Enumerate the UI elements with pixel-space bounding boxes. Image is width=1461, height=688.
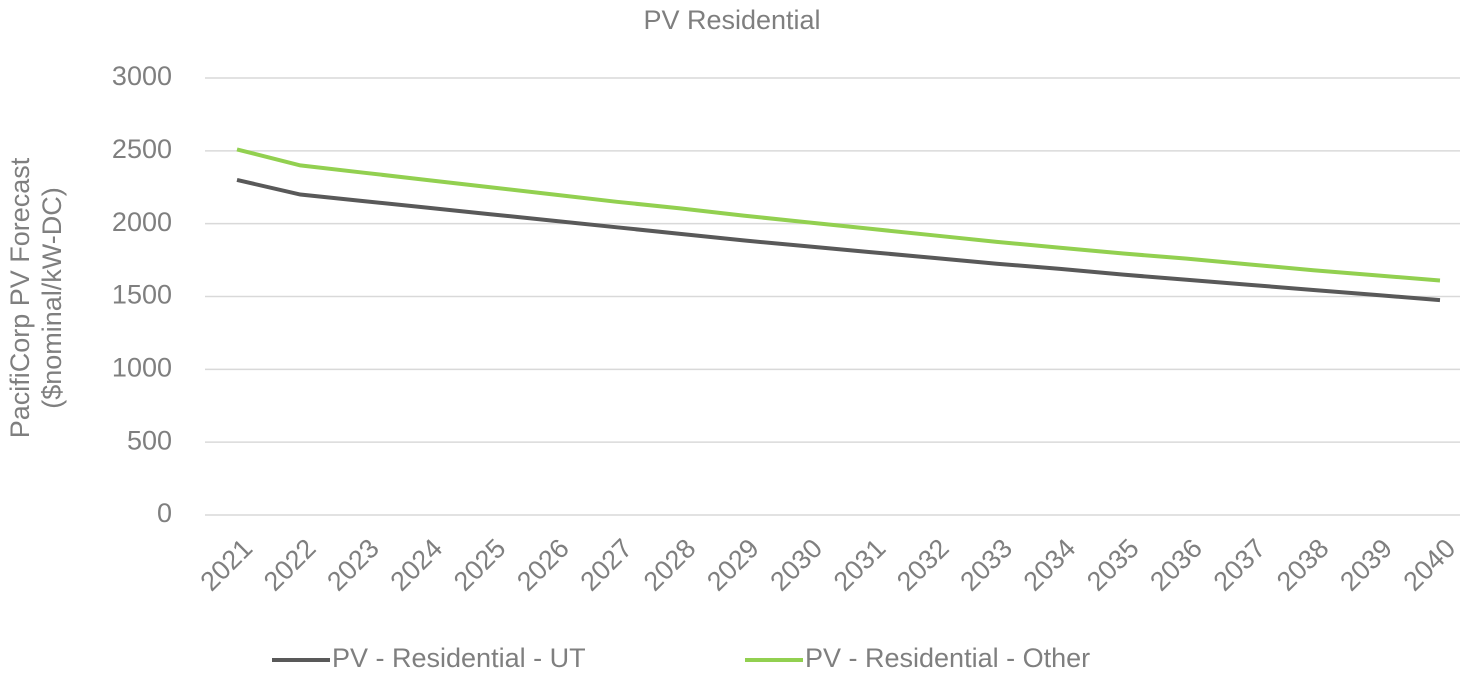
y-tick-label: 3000 [112, 61, 172, 91]
x-tick: 2024 [385, 533, 449, 597]
x-tick-label: 2034 [1018, 533, 1082, 597]
y-tick-label: 1500 [112, 280, 172, 310]
y-tick-label: 2500 [112, 134, 172, 164]
x-tick: 2034 [1018, 533, 1082, 597]
x-tick: 2035 [1081, 533, 1145, 597]
x-tick: 2036 [1144, 533, 1208, 597]
x-tick: 2030 [764, 533, 828, 597]
y-tick-label: 500 [127, 425, 172, 455]
x-tick-label: 2027 [574, 533, 638, 597]
x-tick: 2033 [954, 533, 1018, 597]
x-tick: 2022 [258, 533, 322, 597]
y-tick-label: 0 [157, 498, 172, 528]
x-tick: 2032 [891, 533, 955, 597]
x-tick-label: 2035 [1081, 533, 1145, 597]
x-tick: 2040 [1398, 533, 1461, 597]
x-tick: 2027 [574, 533, 638, 597]
y-axis-title: PacifiCorp PV Forecast ($nominal/kW-DC) [5, 157, 67, 438]
x-tick-label: 2032 [891, 533, 955, 597]
x-tick: 2028 [638, 533, 702, 597]
y-tick-label: 2000 [112, 207, 172, 237]
x-tick: 2029 [701, 533, 765, 597]
x-tick-label: 2029 [701, 533, 765, 597]
x-tick: 2023 [321, 533, 385, 597]
x-tick-label: 2024 [385, 533, 449, 597]
x-tick-label: 2033 [954, 533, 1018, 597]
x-tick-label: 2039 [1334, 533, 1398, 597]
x-tick: 2031 [828, 533, 892, 597]
x-tick-label: 2022 [258, 533, 322, 597]
x-tick-label: 2031 [828, 533, 892, 597]
x-tick: 2021 [195, 533, 259, 597]
x-tick: 2039 [1334, 533, 1398, 597]
x-tick-label: 2026 [511, 533, 575, 597]
x-tick: 2038 [1271, 533, 1335, 597]
x-tick: 2037 [1208, 533, 1272, 597]
x-tick: 2026 [511, 533, 575, 597]
x-tick-label: 2040 [1398, 533, 1461, 597]
x-tick-label: 2030 [764, 533, 828, 597]
legend-label: PV - Residential - Other [805, 643, 1090, 673]
x-tick-label: 2037 [1208, 533, 1272, 597]
y-tick-label: 1000 [112, 352, 172, 382]
x-tick-label: 2021 [195, 533, 259, 597]
x-tick-label: 2036 [1144, 533, 1208, 597]
x-tick-label: 2023 [321, 533, 385, 597]
chart-title: PV Residential [643, 5, 820, 35]
x-tick: 2025 [448, 533, 512, 597]
legend-label: PV - Residential - UT [332, 643, 586, 673]
y-axis-title-line: PacifiCorp PV Forecast [5, 157, 35, 438]
x-tick-label: 2025 [448, 533, 512, 597]
series-line [236, 178, 1441, 303]
x-tick-label: 2038 [1271, 533, 1335, 597]
x-tick-label: 2028 [638, 533, 702, 597]
series-line [236, 147, 1441, 283]
y-axis-title-line: ($nominal/kW-DC) [37, 187, 67, 409]
